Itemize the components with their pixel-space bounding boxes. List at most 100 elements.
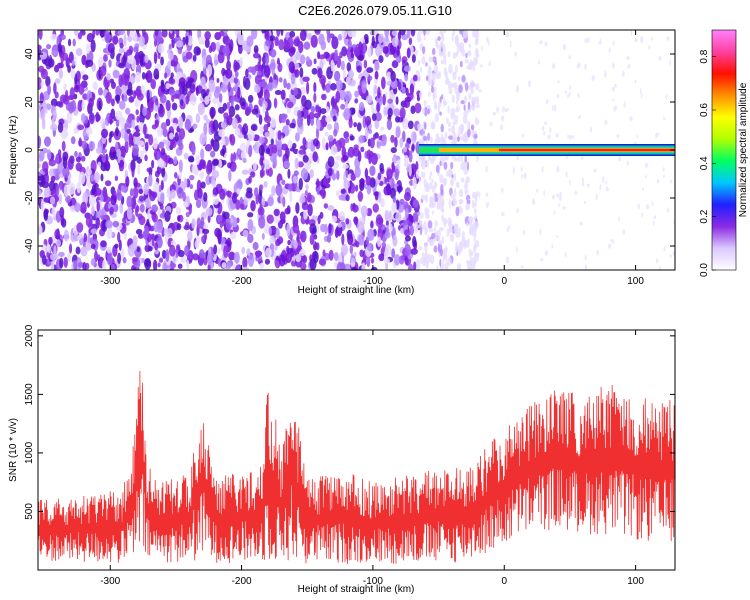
heatmap-cell (368, 154, 372, 165)
heatmap-cell (457, 42, 461, 49)
colorbar-ticks: 0.0 0.2 0.4 0.6 0.8 (699, 49, 716, 277)
heatmap-cell (247, 94, 254, 103)
heatmap-cell (293, 170, 299, 176)
heatmap-cell (443, 220, 447, 228)
heatmap-cell (427, 30, 430, 36)
heatmap-cell (157, 43, 165, 54)
heatmap-cell (203, 114, 208, 121)
heatmap-cell (102, 259, 107, 270)
heatmap-cell (401, 86, 406, 94)
heatmap-cell (53, 82, 57, 95)
heatmap-cell (453, 224, 459, 234)
heatmap-cell (264, 258, 271, 265)
heatmap-cell (40, 243, 47, 250)
heatmap-cell (492, 111, 497, 116)
heatmap-cell (48, 180, 56, 191)
heatmap-cell (403, 65, 411, 72)
heatmap-cell (239, 56, 244, 67)
heatmap-cell (152, 137, 158, 150)
heatmap-cell (271, 79, 278, 89)
heatmap-cell (278, 39, 285, 51)
heatmap-cell (663, 116, 666, 120)
heatmap-cell (443, 30, 447, 34)
heatmap-cell (222, 35, 230, 45)
heatmap-cell (551, 244, 554, 249)
heatmap-cell (141, 72, 146, 80)
heatmap-cell (521, 133, 525, 138)
heatmap-cell (228, 169, 232, 182)
heatmap-cell (65, 195, 71, 204)
heatmap-cell (364, 167, 369, 179)
heatmap-cell (143, 123, 147, 136)
heatmap-cell (98, 100, 102, 112)
heatmap-cell (440, 189, 444, 197)
heatmap-cell (425, 62, 428, 67)
heatmap-cell (50, 175, 56, 183)
heatmap-cell (430, 254, 435, 265)
heatmap-cell (74, 150, 78, 158)
heatmap-cell (333, 251, 339, 262)
heatmap-cell (393, 254, 401, 266)
heatmap-cell (584, 254, 587, 261)
heatmap-cell (76, 181, 81, 194)
spectrogram-x-label: Height of straight line (km) (298, 285, 415, 296)
heatmap-cell (280, 30, 284, 36)
heatmap-cell (202, 223, 209, 229)
heatmap-cell (356, 122, 362, 132)
heatmap-cell (70, 234, 78, 243)
heatmap-cell (452, 130, 456, 141)
heatmap-cell (390, 147, 397, 154)
heatmap-cell (208, 79, 215, 92)
heatmap-cell (309, 234, 315, 246)
heatmap-cell (188, 155, 195, 162)
heatmap-cell (330, 59, 335, 72)
heatmap-cell (446, 117, 449, 124)
heatmap-cell (135, 206, 139, 217)
heatmap-cell (297, 109, 302, 119)
spectrogram-x-tick-label: 100 (627, 276, 644, 287)
heatmap-cell (348, 69, 355, 79)
heatmap-cell (383, 250, 388, 262)
heatmap-cell (138, 195, 145, 202)
heatmap-cell (160, 56, 164, 66)
heatmap-cell (448, 135, 453, 140)
heatmap-cell (199, 132, 207, 146)
heatmap-cell (47, 58, 55, 68)
heatmap-cell (136, 115, 140, 123)
heatmap-cell (152, 259, 158, 270)
heatmap-cell (433, 245, 438, 253)
heatmap-cell (453, 114, 458, 125)
heatmap-cell (247, 233, 254, 243)
heatmap-cell (309, 169, 314, 179)
heatmap-cell (103, 196, 111, 203)
heatmap-cell (118, 162, 125, 172)
heatmap-cell (133, 31, 138, 43)
heatmap-cell (177, 263, 183, 269)
heatmap-cell (419, 212, 424, 219)
snr-frame (37, 329, 676, 571)
heatmap-cell (135, 228, 143, 235)
snr-x-label: Height of straight line (km) (298, 584, 415, 595)
heatmap-cell (339, 51, 343, 59)
heatmap-cell (72, 38, 76, 47)
heatmap-cell (467, 128, 471, 138)
heatmap-cell (205, 207, 213, 217)
heatmap-cell (230, 95, 234, 109)
heatmap-cell (496, 106, 499, 114)
heatmap-cell (650, 37, 654, 41)
heatmap-cell (95, 30, 100, 36)
heatmap-cell (595, 193, 598, 201)
heatmap-cell (396, 45, 400, 57)
heatmap-cell (312, 151, 318, 163)
heatmap-cell (144, 197, 152, 208)
heatmap-cell (577, 92, 580, 98)
heatmap-cell (471, 199, 475, 209)
heatmap-cell (584, 63, 587, 71)
heatmap-cell (415, 259, 421, 270)
heatmap-cell (161, 30, 168, 38)
heatmap-cell (475, 58, 478, 65)
heatmap-cell (67, 38, 72, 47)
heatmap-cell (464, 188, 469, 195)
heatmap-cell (367, 75, 373, 81)
heatmap-cell (351, 267, 358, 270)
